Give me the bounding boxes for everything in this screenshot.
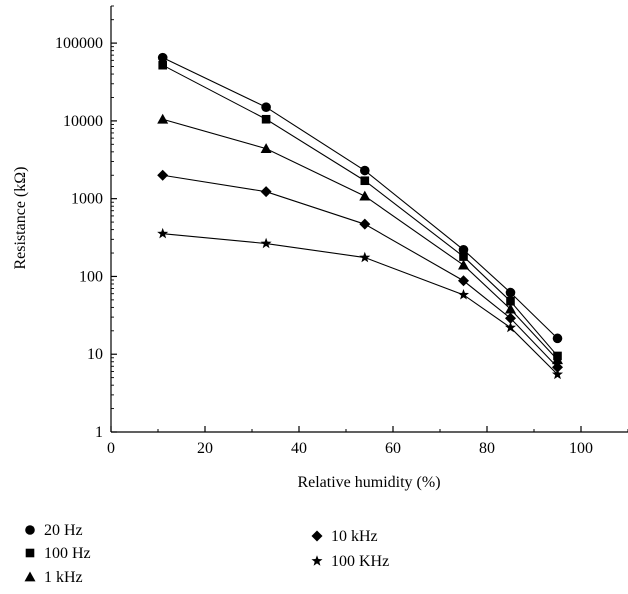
data-point-diamond <box>505 312 516 324</box>
series-line-circle <box>162 57 558 339</box>
legend-label: 20 Hz <box>44 522 83 539</box>
y-tick-label: 1000 <box>71 191 103 208</box>
data-point-diamond <box>157 169 169 181</box>
y-axis-title: Resistance (kΩ) <box>12 167 29 270</box>
data-point-triangle <box>359 190 371 201</box>
data-point-star <box>551 368 564 380</box>
y-tick-label: 10000 <box>63 113 103 130</box>
legend-marker-square <box>25 548 35 558</box>
x-axis-title: Relative humidity (%) <box>297 474 440 491</box>
data-point-star <box>260 237 272 249</box>
data-point-circle <box>552 333 563 344</box>
data-point-square <box>261 114 271 124</box>
data-point-square <box>506 296 515 306</box>
series-markers <box>157 52 564 380</box>
x-ticks: 0 20 40 60 80 100 <box>107 426 628 457</box>
legend-marker-diamond <box>311 530 323 542</box>
legend: 20 Hz 100 Hz 1 kHz 10 kHz 100 KHz <box>24 522 389 586</box>
data-point-triangle <box>505 303 516 314</box>
y-tick-label: 10 <box>87 346 103 363</box>
legend-label: 1 kHz <box>44 569 83 586</box>
series-line-square <box>162 64 558 357</box>
legend-marker-triangle <box>24 571 36 582</box>
data-point-star <box>359 251 371 263</box>
legend-label: 100 KHz <box>331 553 389 570</box>
data-point-square <box>360 176 370 186</box>
y-tick-label: 100000 <box>55 35 103 52</box>
data-point-star <box>157 227 169 239</box>
y-tick-label: 100 <box>79 268 103 285</box>
x-tick-label: 40 <box>291 440 307 457</box>
x-tick-label: 20 <box>197 440 213 457</box>
data-point-triangle <box>552 354 563 365</box>
data-point-circle <box>261 102 271 112</box>
series-line-triangle <box>162 118 558 361</box>
data-point-triangle <box>458 259 469 270</box>
data-point-circle <box>360 165 370 176</box>
x-tick-label: 60 <box>385 440 401 457</box>
legend-label: 10 kHz <box>331 528 378 545</box>
x-tick-label: 80 <box>479 440 495 457</box>
data-point-diamond <box>552 361 563 373</box>
data-point-square <box>158 60 167 70</box>
data-point-star <box>457 289 470 300</box>
x-tick-label: 100 <box>569 440 593 457</box>
data-point-diamond <box>260 186 272 198</box>
data-point-circle <box>458 245 469 255</box>
data-point-star <box>504 321 517 333</box>
y-ticks: 1 10 100 1000 10000 100000 <box>55 5 117 441</box>
data-point-circle <box>157 52 168 63</box>
axes <box>110 6 628 433</box>
y-tick-label: 1 <box>95 424 103 441</box>
legend-marker-star <box>311 555 323 566</box>
x-tick-label: 0 <box>107 440 115 457</box>
data-point-square <box>459 252 468 261</box>
data-point-triangle <box>260 143 272 154</box>
data-point-diamond <box>359 218 371 230</box>
series-line-diamond <box>162 174 558 368</box>
data-point-triangle <box>157 113 169 124</box>
legend-label: 100 Hz <box>44 545 91 562</box>
series-line-star <box>162 233 558 375</box>
legend-marker-circle <box>25 525 35 535</box>
data-point-circle <box>505 287 516 298</box>
data-point-diamond <box>458 275 469 287</box>
series-lines <box>162 57 558 375</box>
